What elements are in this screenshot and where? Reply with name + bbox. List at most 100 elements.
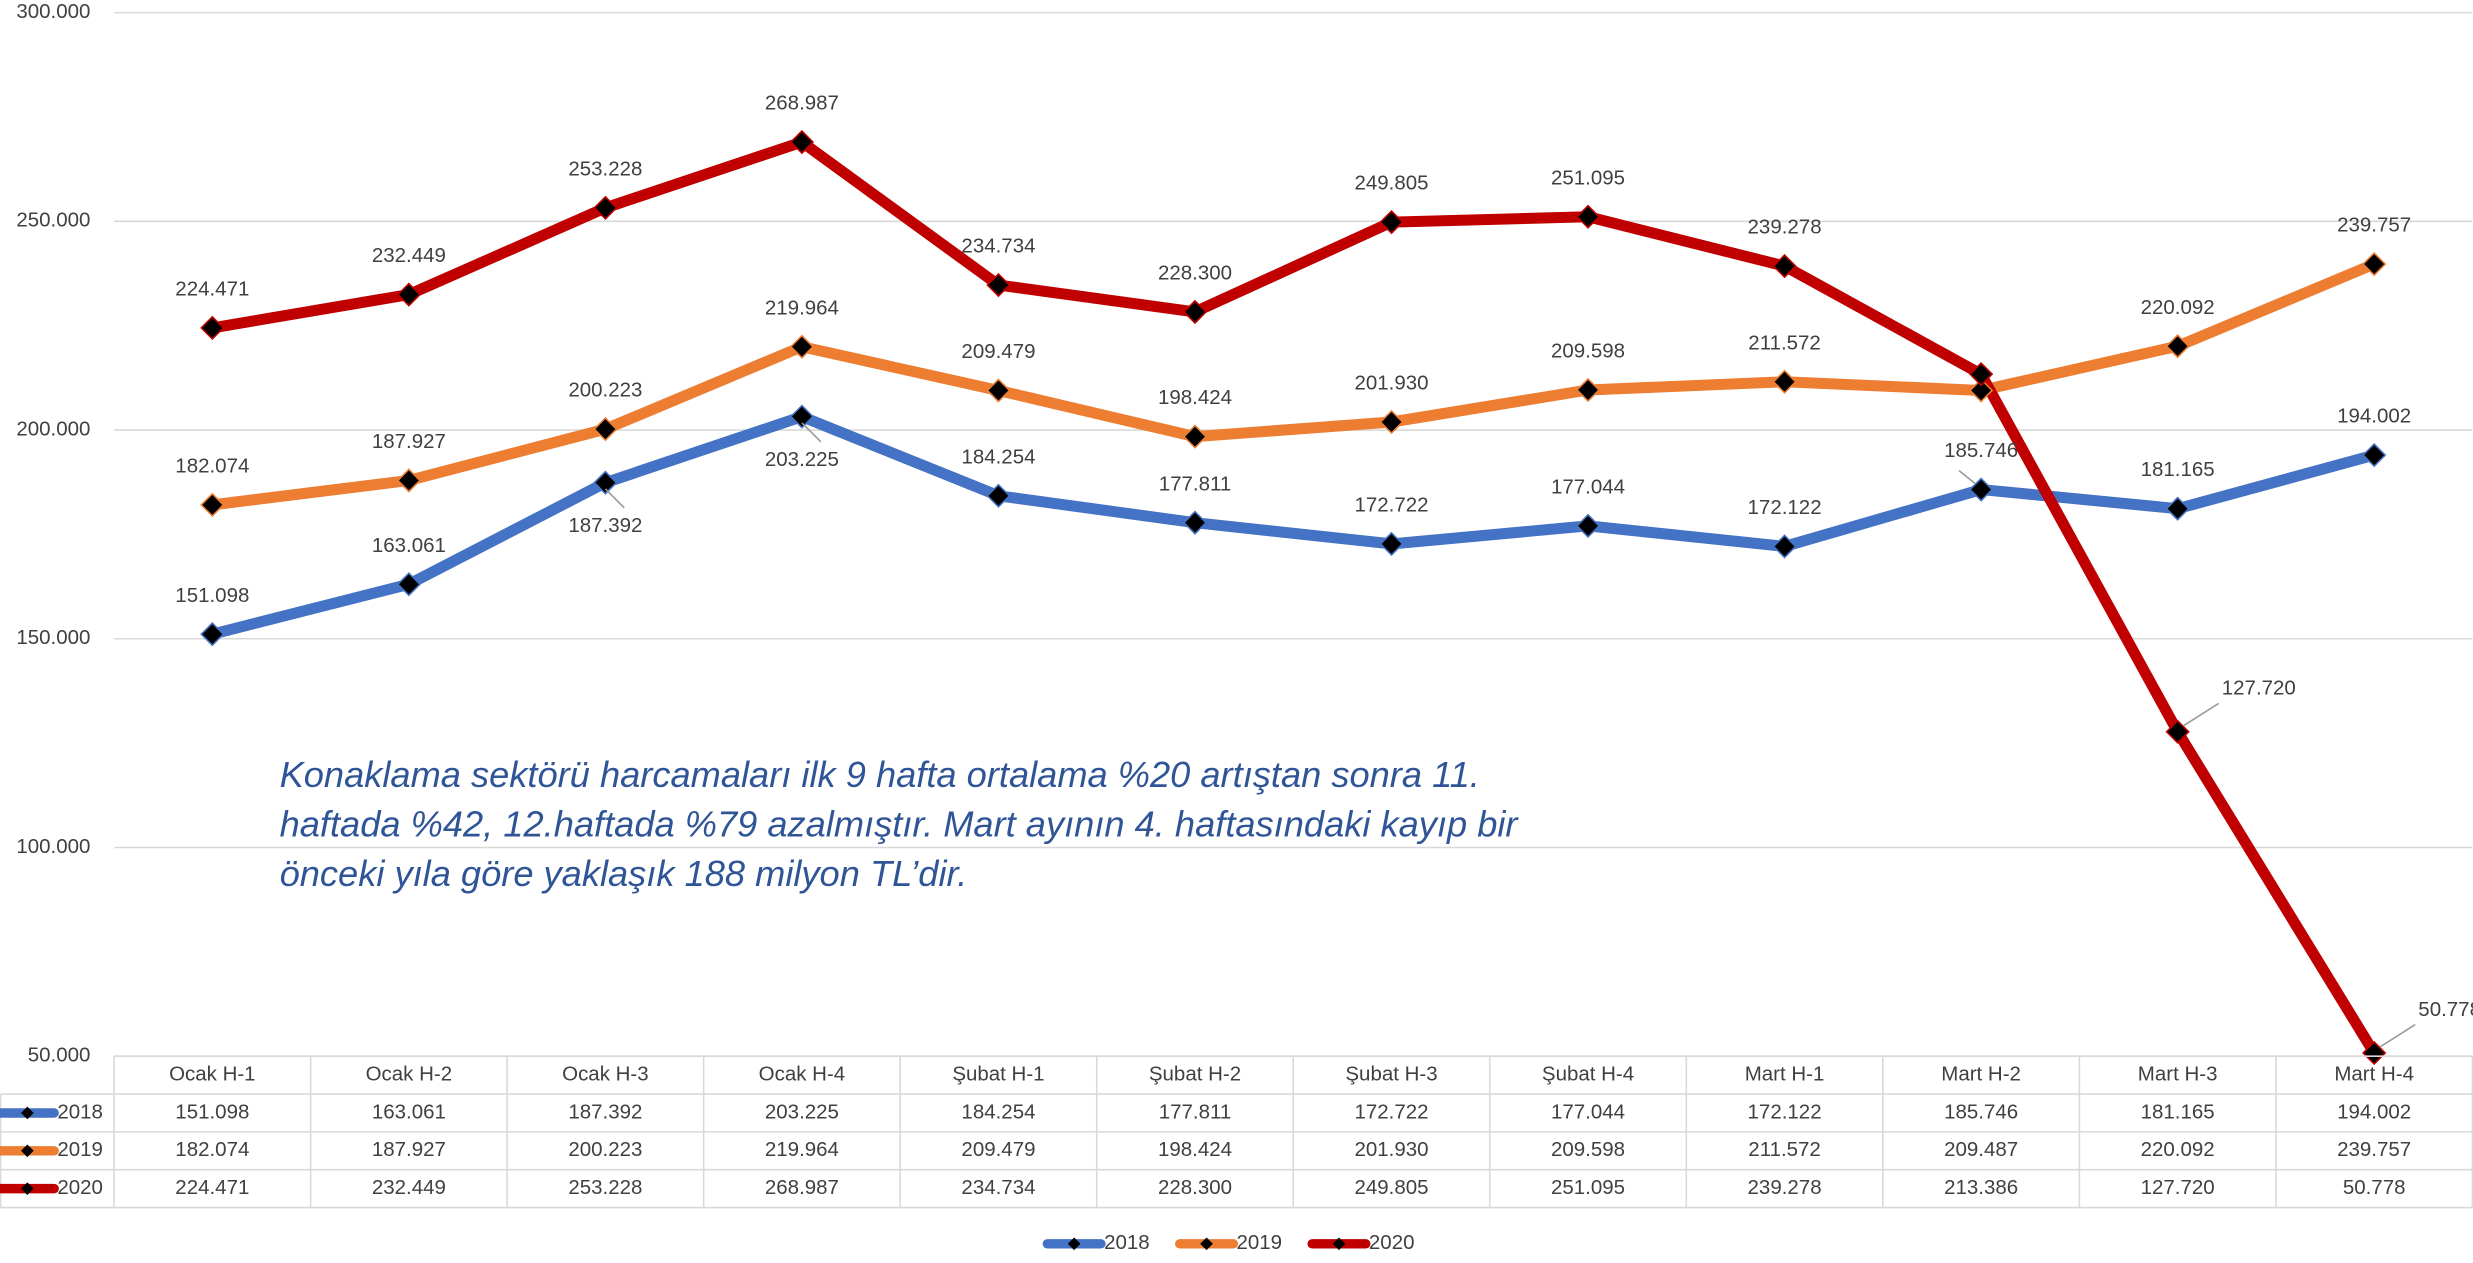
marker [1575, 377, 1601, 403]
marker [200, 622, 225, 647]
table-cell: 198.424 [1158, 1138, 1232, 1161]
table-row-label: 2019 [57, 1138, 103, 1161]
table-cell: 211.572 [1748, 1138, 1821, 1161]
marker [789, 334, 815, 359]
y-tick-label: 200.000 [16, 417, 90, 440]
marker [2362, 251, 2387, 277]
data-label: 200.223 [568, 379, 642, 402]
table-cell: 185.746 [1944, 1100, 2018, 1123]
y-tick-label: 300.000 [16, 0, 90, 23]
marker [1182, 424, 1208, 449]
data-label: 187.392 [568, 514, 642, 537]
table-cell: 151.098 [175, 1100, 249, 1123]
data-label: 187.927 [372, 430, 446, 453]
table-header: Ocak H-3 [562, 1063, 649, 1086]
y-tick-label: 150.000 [16, 626, 90, 649]
y-tick-label: 250.000 [16, 209, 90, 232]
y-tick-label: 50.000 [28, 1044, 91, 1067]
table-cell: 187.927 [372, 1138, 446, 1161]
table-cell: 239.757 [2337, 1138, 2411, 1161]
table-header: Şubat H-1 [952, 1063, 1044, 1086]
table-cell: 213.386 [1944, 1176, 2018, 1199]
marker [986, 378, 1011, 403]
table-header: Şubat H-3 [1345, 1063, 1437, 1086]
legend-label: 2019 [1237, 1231, 1283, 1254]
marker [789, 129, 815, 155]
legend-label: 2018 [1104, 1231, 1150, 1254]
leader [604, 488, 625, 509]
leader [2183, 702, 2220, 727]
data-label: 209.479 [961, 340, 1035, 363]
data-label: 219.964 [765, 296, 839, 319]
marker [2165, 496, 2190, 521]
table-cell: 203.225 [765, 1100, 839, 1123]
table-cell: 194.002 [2337, 1100, 2411, 1123]
table-header: Ocak H-4 [759, 1063, 846, 1086]
table-cell: 127.720 [2141, 1176, 2215, 1199]
table-header: Ocak H-2 [366, 1063, 453, 1086]
marker [1379, 409, 1404, 435]
marker [1968, 477, 1994, 502]
legend-marker [1332, 1237, 1346, 1251]
table-header: Mart H-4 [2334, 1063, 2414, 1086]
annotation: önceki yıla göre yaklaşık 188 milyon TL’… [280, 853, 968, 894]
table-cell: 172.722 [1354, 1100, 1428, 1123]
marker [1772, 369, 1797, 394]
table-cell: 249.805 [1354, 1176, 1428, 1199]
table-cell: 234.734 [961, 1176, 1035, 1199]
marker [1575, 513, 1601, 539]
data-label: 249.805 [1354, 172, 1428, 195]
leader [2380, 1023, 2416, 1048]
marker [986, 272, 1011, 298]
marker [1968, 362, 1994, 387]
table-cell: 219.964 [765, 1138, 839, 1161]
marker [2362, 1040, 2387, 1066]
table-cell: 251.095 [1551, 1176, 1625, 1199]
data-label: 203.225 [765, 448, 839, 471]
legend-marker [1200, 1237, 1213, 1251]
data-label: 172.722 [1354, 493, 1428, 516]
table-cell: 268.987 [765, 1176, 839, 1199]
data-label: 239.757 [2337, 214, 2411, 237]
data-label: 177.811 [1159, 472, 1232, 495]
table-cell: 184.254 [961, 1100, 1035, 1123]
series-line [211, 136, 2379, 1056]
marker [200, 315, 225, 341]
table-row-label: 2020 [57, 1176, 103, 1199]
table-cell: 232.449 [372, 1176, 446, 1199]
data-label: 232.449 [372, 244, 446, 267]
table-cell: 177.811 [1159, 1100, 1232, 1123]
marker [1379, 209, 1404, 235]
data-label: 268.987 [765, 92, 839, 115]
series-line [211, 258, 2377, 511]
table-header: Şubat H-2 [1149, 1063, 1241, 1086]
data-label: 209.598 [1551, 340, 1625, 363]
data-label: 198.424 [1158, 386, 1232, 409]
table-cell: 253.228 [568, 1176, 642, 1199]
marker [1379, 531, 1404, 557]
marker [789, 404, 815, 429]
data-label: 177.044 [1551, 475, 1625, 498]
y-tick-label: 100.000 [16, 835, 90, 858]
table-header: Şubat H-4 [1542, 1063, 1634, 1086]
marker [1182, 510, 1208, 535]
annotation: Konaklama sektörü harcamaları ilk 9 haft… [280, 754, 1480, 795]
marker [593, 195, 618, 221]
marker [1772, 253, 1797, 279]
data-label: 234.734 [961, 235, 1035, 258]
data-label: 194.002 [2337, 405, 2411, 428]
table-cell: 50.778 [2343, 1176, 2406, 1199]
data-label: 201.930 [1354, 372, 1428, 395]
table-header: Mart H-1 [1745, 1063, 1825, 1086]
table-cell: 209.479 [961, 1138, 1035, 1161]
marker [1772, 534, 1797, 559]
table-row-label: 2018 [57, 1100, 103, 1123]
table-cell: 177.044 [1551, 1100, 1625, 1123]
legend-label: 2020 [1369, 1231, 1415, 1254]
marker [593, 470, 618, 495]
table-cell: 200.223 [568, 1138, 642, 1161]
data-label: 181.165 [2141, 458, 2215, 481]
data-label: 239.278 [1748, 216, 1822, 239]
table-cell: 181.165 [2141, 1100, 2215, 1123]
leader [801, 422, 822, 443]
